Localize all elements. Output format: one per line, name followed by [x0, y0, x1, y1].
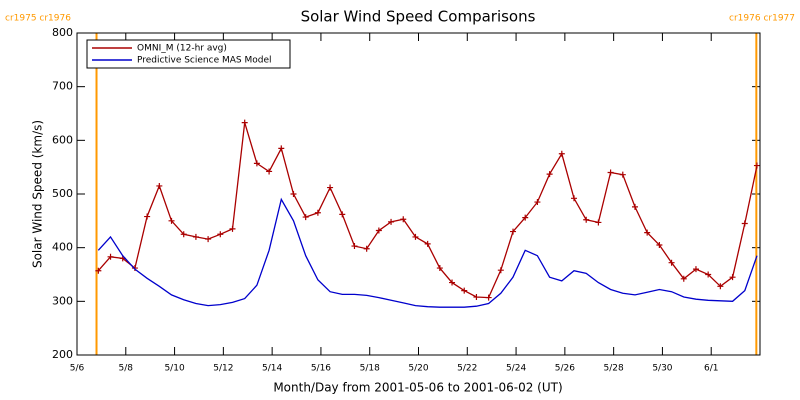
chart-title: Solar Wind Speed Comparisons — [301, 8, 536, 26]
data-point — [363, 245, 370, 252]
x-tick-label: 6/1 — [704, 364, 718, 374]
legend-box — [86, 39, 291, 69]
data-point — [449, 279, 456, 286]
data-point — [156, 182, 163, 189]
data-point — [241, 119, 248, 126]
data-point — [302, 214, 309, 221]
data-point — [339, 211, 346, 218]
data-point — [217, 231, 224, 238]
data-point — [619, 171, 626, 178]
data-point — [95, 267, 102, 274]
y-tick-label: 500 — [52, 187, 73, 200]
data-point — [485, 294, 492, 301]
x-tick-label: 5/16 — [311, 364, 331, 374]
data-point — [595, 219, 602, 226]
y-tick-label: 400 — [52, 241, 73, 254]
data-point — [741, 220, 748, 227]
x-tick-label: 5/26 — [555, 364, 575, 374]
data-point — [107, 253, 114, 260]
data-point — [717, 283, 724, 290]
x-tick-label: 5/6 — [70, 364, 85, 374]
data-point — [290, 191, 297, 197]
data-point — [424, 240, 431, 247]
data-point — [351, 243, 358, 250]
rotation-label: cr1975 cr1976 — [5, 14, 71, 24]
x-tick-label: 5/18 — [360, 364, 380, 374]
data-point — [461, 287, 468, 294]
data-point — [631, 203, 638, 210]
data-point — [656, 241, 663, 248]
x-tick-label: 5/28 — [604, 364, 624, 374]
legend-label: Predictive Science MAS Model — [137, 56, 272, 66]
y-tick-label: 200 — [52, 348, 73, 361]
data-point — [388, 218, 395, 225]
data-point — [253, 160, 260, 167]
data-point — [583, 216, 590, 223]
data-point — [534, 199, 541, 206]
data-point — [497, 267, 504, 274]
data-point — [314, 209, 321, 216]
data-point — [546, 171, 553, 178]
data-point — [205, 236, 212, 243]
legend-label: OMNI_M (12-hr avg) — [137, 44, 227, 54]
series-line — [97, 197, 758, 308]
y-tick-label: 300 — [52, 294, 73, 307]
data-point — [473, 294, 480, 301]
data-point — [668, 259, 675, 266]
data-point — [607, 169, 614, 176]
y-axis-label: Solar Wind Speed (km/s) — [31, 120, 45, 268]
data-point — [266, 168, 273, 175]
data-point — [680, 275, 687, 282]
plot-frame — [76, 32, 761, 356]
data-point — [192, 233, 199, 240]
y-tick-label: 800 — [52, 26, 73, 39]
x-tick-label: 5/22 — [457, 364, 477, 374]
data-point — [375, 227, 382, 234]
x-tick-label: 5/20 — [408, 364, 428, 374]
data-point — [522, 214, 529, 221]
y-tick-label: 600 — [52, 133, 73, 146]
y-tick-label: 700 — [52, 80, 73, 93]
data-point — [412, 233, 419, 240]
data-point — [510, 228, 517, 235]
data-point — [168, 217, 175, 224]
data-point — [131, 265, 138, 272]
data-point — [327, 184, 334, 191]
data-point — [705, 271, 712, 278]
x-tick-label: 5/24 — [506, 364, 526, 374]
data-point — [436, 265, 443, 272]
data-point — [558, 150, 565, 157]
x-tick-label: 5/10 — [164, 364, 184, 374]
data-point — [729, 274, 736, 281]
data-point — [229, 225, 236, 232]
data-point — [644, 229, 651, 236]
data-point — [753, 162, 760, 169]
data-point — [571, 195, 578, 202]
data-point — [180, 231, 187, 238]
rotation-label: cr1976 cr1977 — [729, 14, 795, 24]
x-axis-label: Month/Day from 2001-05-06 to 2001-06-02 … — [273, 381, 562, 395]
data-point — [144, 213, 151, 220]
x-tick-label: 5/30 — [652, 364, 672, 374]
x-tick-label: 5/8 — [119, 364, 134, 374]
data-point — [400, 216, 407, 223]
data-point — [278, 145, 285, 152]
data-point — [692, 266, 699, 273]
x-tick-label: 5/12 — [213, 364, 233, 374]
x-tick-label: 5/14 — [262, 364, 282, 374]
